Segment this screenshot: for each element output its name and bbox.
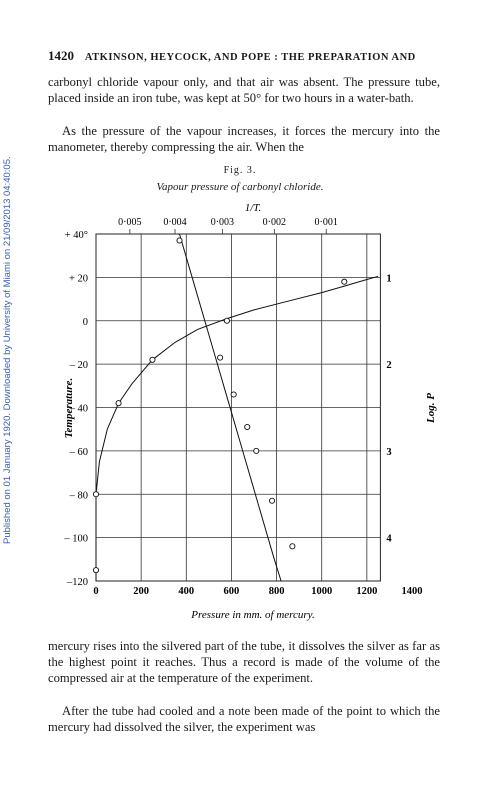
chart-ticks: + 40° + 20 0 – 20 – 40 – 60 – 80 – 100 –120 0 200 4… bbox=[63, 217, 422, 597]
bottom-tick-label: 800 bbox=[269, 586, 285, 597]
top-axis-label: 1/T. bbox=[245, 202, 262, 214]
bottom-tick-label: 0 bbox=[93, 586, 98, 597]
bottom-tick-label: 200 bbox=[133, 586, 149, 597]
left-tick-label: – 20 bbox=[69, 360, 88, 371]
data-point bbox=[223, 317, 230, 324]
paragraph-2: As the pressure of the vapour increases,… bbox=[48, 124, 440, 155]
data-point bbox=[269, 497, 276, 504]
vapour-pressure-chart: + 40° + 20 0 – 20 – 40 – 60 – 80 – 100 –120 0 200 4… bbox=[63, 202, 437, 621]
right-tick-label: 2 bbox=[386, 360, 391, 371]
right-axis-label: Log. P bbox=[425, 393, 437, 424]
right-tick-label: 3 bbox=[386, 447, 391, 458]
left-tick-label: – 80 bbox=[69, 490, 88, 501]
paragraph-1: carbonyl chloride vapour only, and that … bbox=[48, 75, 440, 106]
figure-caption: Vapour pressure of carbonyl chloride. bbox=[156, 181, 324, 193]
bottom-axis-label: Pressure in mm. of mercury. bbox=[190, 609, 314, 621]
data-point bbox=[341, 278, 348, 285]
page-number: 1420 bbox=[48, 48, 74, 63]
left-axis-label: Temperature. bbox=[63, 378, 75, 438]
bottom-tick-label: 400 bbox=[178, 586, 194, 597]
chart-series bbox=[92, 233, 379, 582]
data-point bbox=[92, 491, 100, 498]
running-title: ATKINSON, HEYCOCK, AND POPE : THE PREPAR… bbox=[84, 52, 416, 63]
paragraph-3: mercury rises into the silvered part of … bbox=[48, 639, 440, 686]
top-tick-label: 0·005 bbox=[118, 217, 141, 228]
data-point bbox=[115, 400, 122, 407]
right-tick-label: 1 bbox=[386, 273, 391, 284]
data-point bbox=[253, 447, 260, 454]
top-tick-label: 0·003 bbox=[211, 217, 234, 228]
bottom-tick-label: 600 bbox=[224, 586, 240, 597]
data-point bbox=[230, 391, 237, 398]
left-tick-label: – 40 bbox=[69, 404, 88, 415]
bottom-tick-label: 1000 bbox=[311, 586, 332, 597]
data-point bbox=[244, 423, 251, 431]
figure-label: Fig. 3. bbox=[223, 165, 257, 176]
bottom-tick-label: 1200 bbox=[356, 586, 377, 597]
left-tick-label: + 20 bbox=[69, 273, 88, 284]
top-tick-label: 0·002 bbox=[263, 217, 286, 228]
bottom-tick-label: 1400 bbox=[402, 586, 423, 597]
data-point bbox=[217, 354, 224, 361]
left-tick-label: 0 bbox=[83, 317, 88, 328]
data-point bbox=[149, 356, 156, 363]
right-tick-label: 4 bbox=[386, 534, 392, 545]
left-tick-label: – 100 bbox=[63, 534, 88, 545]
data-point bbox=[92, 567, 100, 574]
page-header: 1420 ATKINSON, HEYCOCK, AND POPE : THE P… bbox=[48, 48, 448, 64]
data-point bbox=[289, 543, 296, 550]
chart-grid bbox=[95, 233, 381, 582]
paragraph-4: After the tube had cooled and a note bee… bbox=[48, 704, 440, 735]
series-line-1 bbox=[95, 275, 379, 581]
left-tick-label: + 40° bbox=[65, 230, 88, 241]
data-point bbox=[176, 237, 183, 244]
top-tick-label: 0·001 bbox=[315, 217, 338, 228]
top-tick-label: 0·004 bbox=[163, 217, 186, 228]
left-tick-label: –120 bbox=[66, 577, 88, 588]
series-line-2 bbox=[179, 233, 282, 582]
left-tick-label: – 60 bbox=[69, 447, 88, 458]
